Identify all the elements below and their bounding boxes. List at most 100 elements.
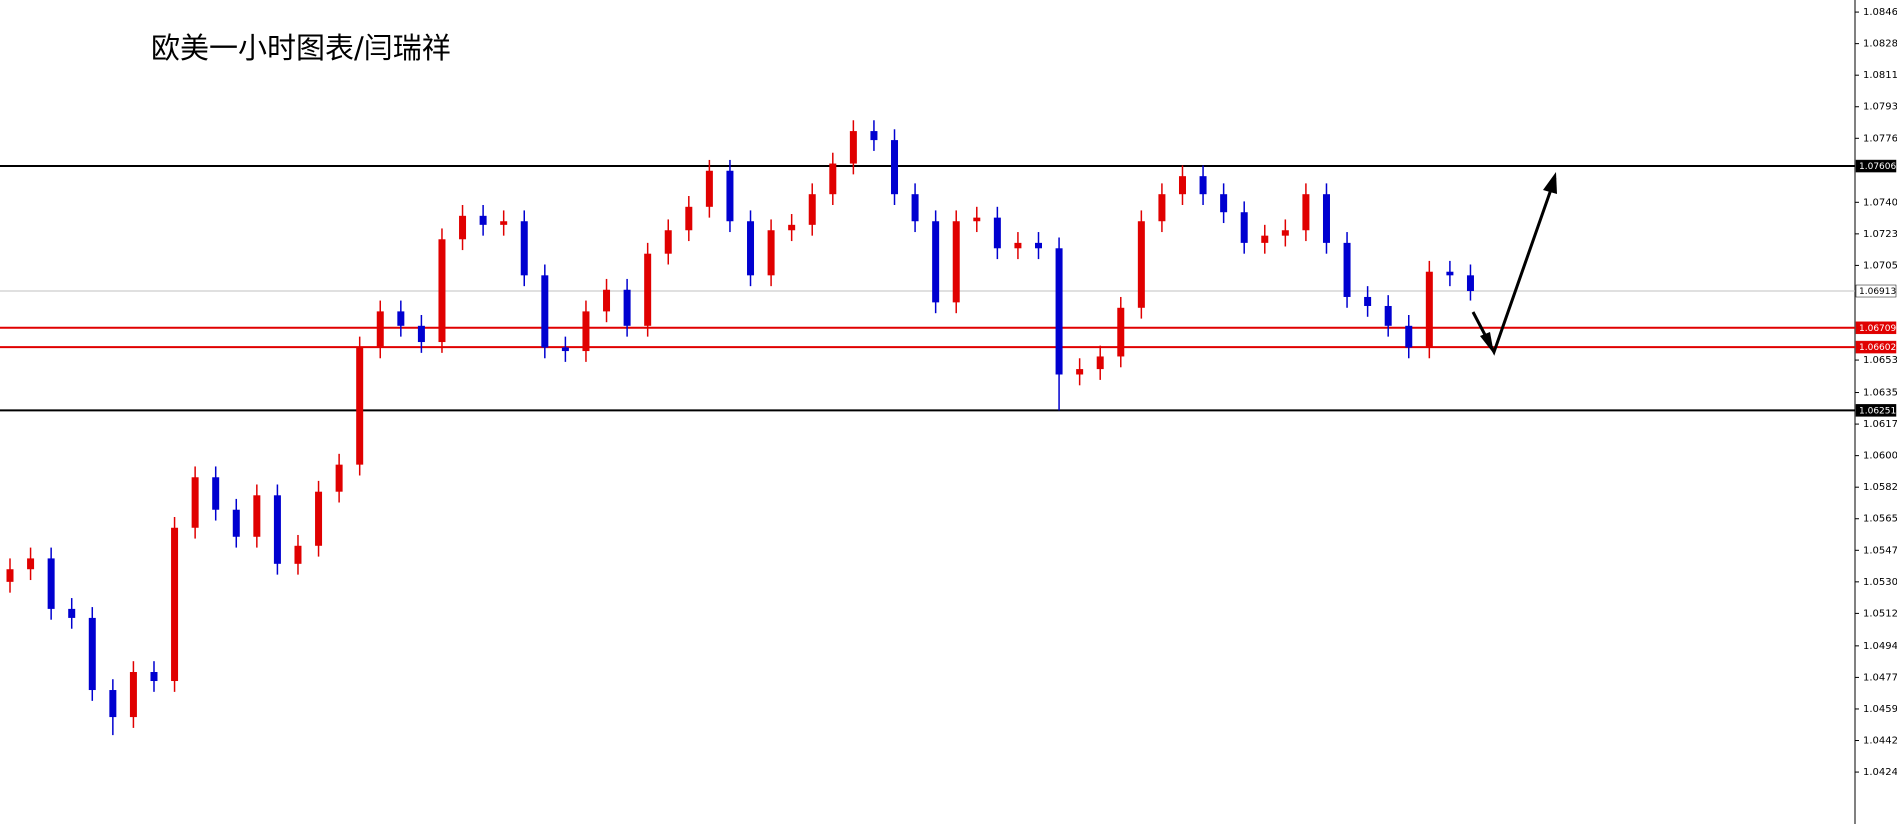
candle-body <box>1281 230 1289 236</box>
level-label-box <box>1855 340 1897 354</box>
candle-body <box>253 495 261 537</box>
candle-body <box>1096 356 1104 370</box>
candle-body <box>232 509 240 537</box>
candle-body <box>1261 235 1269 243</box>
arrow-head <box>1480 332 1494 354</box>
candle-body <box>1076 369 1084 375</box>
candle-body <box>767 230 775 276</box>
y-tick-label: 1.07055 <box>1863 260 1897 271</box>
candle-body <box>1446 271 1454 276</box>
y-tick-label: 1.06000 <box>1863 451 1897 462</box>
candle-body <box>705 170 713 207</box>
candle-body <box>129 672 137 718</box>
y-tick-label: 1.08285 <box>1863 39 1897 50</box>
candle-body <box>603 289 611 312</box>
candle-body <box>315 491 323 546</box>
candle-body <box>726 170 734 222</box>
candle-body <box>1137 221 1145 308</box>
candle-body <box>1302 194 1310 231</box>
candle-body <box>438 239 446 343</box>
chart-title: 欧美一小时图表/闫瑞祥 <box>151 31 451 65</box>
candle-body <box>47 558 55 609</box>
candle-body <box>27 558 35 570</box>
candle-body <box>747 221 755 276</box>
level-label-box <box>1855 159 1897 173</box>
level-label: 1.06251 <box>1859 406 1896 416</box>
candle-body <box>1384 305 1392 326</box>
candle-body <box>932 221 940 303</box>
y-tick-label: 1.05825 <box>1863 482 1897 493</box>
candle-body <box>1240 212 1248 243</box>
candle-body <box>849 131 857 164</box>
candle-body <box>1158 194 1166 222</box>
y-tick-label: 1.05650 <box>1863 514 1897 525</box>
y-tick-label: 1.04420 <box>1863 736 1897 747</box>
candle-body <box>788 224 796 231</box>
candle-body <box>500 221 508 225</box>
candle-body <box>952 221 960 303</box>
candle-body <box>109 690 117 718</box>
candle-body <box>870 131 878 141</box>
candle-body <box>356 347 364 465</box>
candle-body <box>1199 176 1207 195</box>
arrow-head <box>1543 172 1557 194</box>
y-tick-label: 1.06530 <box>1863 355 1897 366</box>
candle-body <box>1117 307 1125 357</box>
candle-body <box>520 221 528 276</box>
y-tick-label: 1.05125 <box>1863 608 1897 619</box>
candle-body <box>1466 275 1474 292</box>
y-tick-label: 1.04945 <box>1863 641 1897 652</box>
y-tick-label: 1.04770 <box>1863 672 1897 683</box>
candle-body <box>541 275 549 348</box>
y-tick-label: 1.07935 <box>1863 102 1897 113</box>
y-tick-label: 1.04245 <box>1863 767 1897 778</box>
candle-body <box>1055 248 1063 375</box>
candle-body <box>479 215 487 225</box>
candle-body <box>335 464 343 492</box>
level-label: 1.06709 <box>1859 324 1896 334</box>
candle-body <box>911 194 919 222</box>
candle-body <box>1343 242 1351 297</box>
level-label: 1.07606 <box>1859 162 1896 172</box>
candle-body <box>1178 176 1186 195</box>
y-tick-label: 1.08110 <box>1863 70 1897 81</box>
candle-body <box>1322 194 1330 243</box>
candle-body <box>829 163 837 195</box>
candle-body <box>376 311 384 348</box>
arrow-path <box>1471 177 1557 356</box>
candle-body <box>212 477 220 510</box>
candle-body <box>417 325 425 343</box>
candle-body <box>171 527 179 682</box>
level-label-box <box>1855 321 1897 335</box>
candle-body <box>685 206 693 231</box>
candle-body <box>68 608 76 618</box>
candle-body <box>1405 325 1413 348</box>
y-tick-label: 1.08460 <box>1863 7 1897 18</box>
level-label: 1.06913 <box>1859 287 1896 297</box>
y-tick-label: 1.07230 <box>1863 229 1897 240</box>
candle-body <box>1035 242 1042 249</box>
y-tick-label: 1.05475 <box>1863 545 1897 556</box>
candle-body <box>273 495 281 564</box>
candle-body <box>993 217 1001 249</box>
candle-body <box>191 477 199 528</box>
candle-body <box>644 253 652 326</box>
candle-body <box>582 311 590 352</box>
candle-body <box>664 230 672 254</box>
candle-body <box>6 569 14 582</box>
level-label: 1.06602 <box>1859 343 1896 353</box>
candle-body <box>1364 296 1372 306</box>
forecast-arrow <box>1471 172 1557 356</box>
candle-body <box>150 672 158 682</box>
level-label-box <box>1855 284 1897 298</box>
candle-body <box>294 545 302 564</box>
candle-body <box>1014 242 1022 249</box>
y-tick-label: 1.06175 <box>1863 419 1897 430</box>
candle-body <box>891 140 899 195</box>
candle-body <box>561 347 569 352</box>
candle-body <box>88 617 96 691</box>
y-tick-label: 1.07760 <box>1863 133 1897 144</box>
